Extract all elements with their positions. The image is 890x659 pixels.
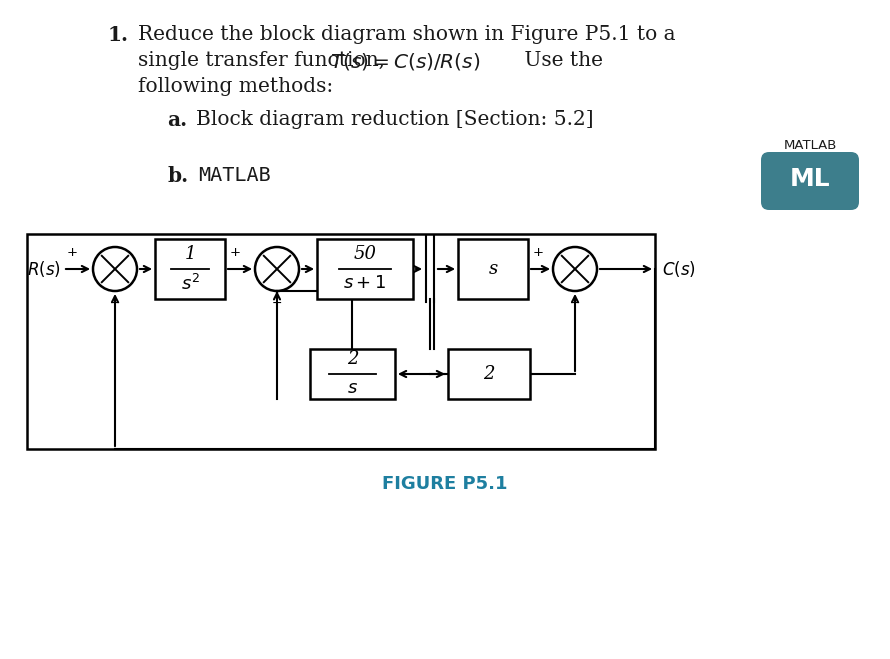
Text: 1.: 1. — [108, 25, 129, 45]
Text: +: + — [230, 246, 241, 259]
Text: 2: 2 — [347, 350, 359, 368]
Text: 1: 1 — [184, 245, 196, 263]
Text: +: + — [67, 246, 78, 259]
Text: $s$: $s$ — [347, 379, 358, 397]
FancyBboxPatch shape — [761, 152, 859, 210]
Text: single transfer function,: single transfer function, — [138, 51, 392, 70]
Text: MATLAB: MATLAB — [198, 166, 271, 185]
Text: MATLAB: MATLAB — [783, 139, 837, 152]
Text: $T(s) = C(s)/R(s)$: $T(s) = C(s)/R(s)$ — [330, 51, 481, 72]
Bar — [310, 349, 395, 399]
Bar — [458, 239, 528, 299]
Text: −: − — [271, 297, 282, 310]
Text: Use the: Use the — [518, 51, 603, 70]
Text: $R(s)$: $R(s)$ — [27, 259, 61, 279]
Text: $C(s)$: $C(s)$ — [662, 259, 696, 279]
Text: −: − — [109, 297, 120, 310]
Text: following methods:: following methods: — [138, 77, 333, 96]
Text: FIGURE P5.1: FIGURE P5.1 — [382, 475, 508, 493]
Text: 50: 50 — [353, 245, 376, 263]
Text: a.: a. — [167, 110, 187, 130]
Text: −: − — [570, 297, 580, 310]
Text: Block diagram reduction [Section: 5.2]: Block diagram reduction [Section: 5.2] — [196, 110, 594, 129]
Text: b.: b. — [167, 166, 188, 186]
Text: ML: ML — [789, 167, 830, 191]
Text: 2: 2 — [483, 365, 495, 383]
Text: Reduce the block diagram shown in Figure P5.1 to a: Reduce the block diagram shown in Figure… — [138, 25, 676, 44]
Text: +: + — [533, 246, 544, 259]
Bar — [448, 349, 530, 399]
Bar — [317, 239, 413, 299]
Text: $s+1$: $s+1$ — [344, 274, 386, 292]
Bar — [27, 234, 655, 449]
Text: s: s — [489, 260, 498, 278]
Text: $s^2$: $s^2$ — [181, 274, 199, 294]
Bar — [155, 239, 225, 299]
